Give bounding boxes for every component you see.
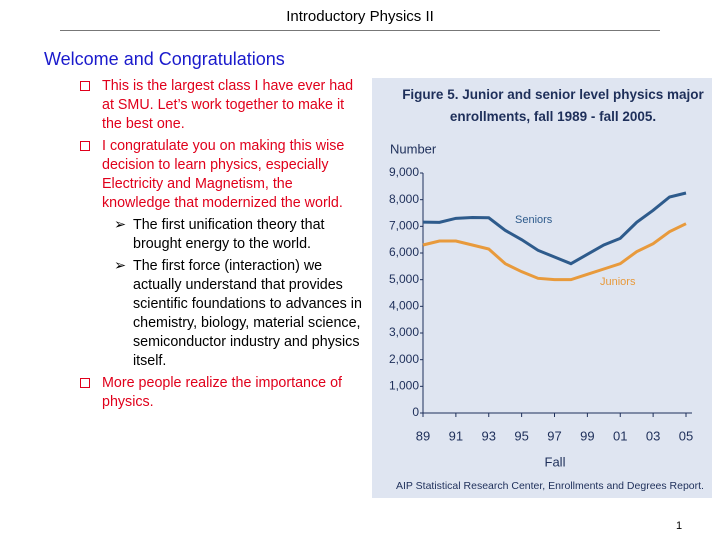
- bullet-text: This is the largest class I have ever ha…: [102, 78, 354, 132]
- y-tick-label: 4,000: [389, 299, 419, 313]
- x-tick-label: 95: [514, 428, 528, 443]
- x-axis-label: Fall: [545, 454, 566, 469]
- bullet: ➢ The first force (interaction) we actual…: [80, 257, 365, 371]
- bullet-text: The first force (interaction) we actuall…: [133, 258, 362, 369]
- heading: Welcome and Congratulations: [44, 49, 285, 69]
- bullet-marker: [80, 81, 90, 91]
- series-label: Seniors: [515, 214, 553, 226]
- series-line: [422, 191, 687, 266]
- series-line: [422, 222, 687, 282]
- x-tick-label: 01: [613, 428, 627, 443]
- y-tick-label: 2,000: [389, 352, 419, 366]
- bullet-text: More people realize the importance of ph…: [102, 375, 343, 410]
- header-rule: [60, 30, 660, 31]
- y-tick-label: 7,000: [389, 219, 419, 233]
- x-tick-label: 99: [580, 428, 594, 443]
- x-tick-label: 91: [449, 428, 463, 443]
- x-tick-label: 05: [679, 428, 693, 443]
- bullet-list: This is the largest class I have ever ha…: [80, 77, 365, 415]
- bullet-marker: ➢: [114, 217, 126, 233]
- bullet-marker: [80, 378, 90, 388]
- bullet-text: The first unification theory that brough…: [133, 217, 325, 252]
- y-tick-label: 6,000: [389, 245, 419, 259]
- bullet: I congratulate you on making this wise d…: [80, 137, 365, 213]
- source-note: AIP Statistical Research Center, Enrollm…: [396, 480, 704, 492]
- bullet: This is the largest class I have ever ha…: [80, 77, 365, 134]
- y-tick-label: 8,000: [389, 192, 419, 206]
- bullet: ➢ The first unification theory that broug…: [80, 216, 365, 254]
- bullet-marker: [80, 141, 90, 151]
- y-axis-label: Number: [390, 141, 437, 156]
- x-tick-label: 93: [482, 428, 496, 443]
- y-tick-label: 1,000: [389, 379, 419, 393]
- bullet: More people realize the importance of ph…: [80, 374, 365, 412]
- bullet-text: I congratulate you on making this wise d…: [102, 138, 345, 211]
- page-number: 1: [676, 520, 683, 532]
- chart-title: Figure 5. Junior and senior level physic…: [402, 87, 704, 124]
- y-tick-label: 9,000: [389, 165, 419, 179]
- x-tick-label: 03: [646, 428, 660, 443]
- y-tick-label: 0: [412, 405, 419, 419]
- bullet-marker: ➢: [114, 258, 126, 274]
- chart: Number Fall AIP Statistical Research Cen…: [389, 141, 704, 492]
- series-label: Juniors: [600, 276, 636, 288]
- slide-header: Introductory Physics II: [286, 8, 434, 25]
- y-tick-label: 3,000: [389, 325, 419, 339]
- x-tick-label: 97: [547, 428, 561, 443]
- y-tick-label: 5,000: [389, 272, 419, 286]
- x-tick-label: 89: [416, 428, 430, 443]
- figure: Figure 5. Junior and senior level physic…: [372, 78, 712, 498]
